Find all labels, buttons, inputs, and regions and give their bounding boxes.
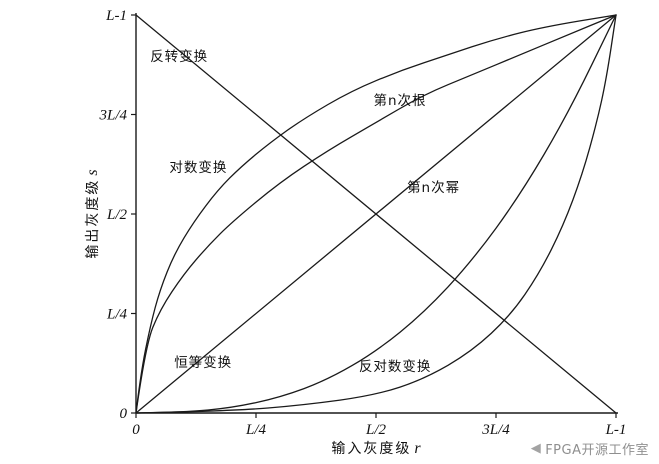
watermark: ◀ FPGA开源工作室 (531, 439, 649, 458)
curve-log (135, 14, 617, 414)
curve-label-negative: 反转变换 (150, 48, 209, 65)
y-axis-title-text: 输出灰度级 (85, 178, 101, 259)
x-tick-label: 3L/4 (481, 422, 510, 438)
x-axis-title: 输入灰度级 r (136, 438, 616, 458)
curve-inverse-log (135, 14, 617, 414)
y-tick-label: L/2 (106, 207, 128, 223)
x-tick-label: L-1 (605, 422, 627, 438)
y-axis-variable: s (84, 169, 101, 176)
x-tick-label: L/4 (245, 422, 267, 438)
x-axis-title-text: 输入灰度级 (331, 441, 412, 457)
x-axis-variable: r (414, 440, 421, 457)
curve-label-log: 对数变换 (169, 160, 228, 177)
curve-label-identity: 恒等变换 (174, 355, 233, 372)
curve-nth-power (135, 14, 617, 414)
watermark-logo-icon: ◀ (530, 441, 542, 456)
y-tick-label: 3L/4 (98, 108, 127, 124)
x-tick-label: L/2 (365, 422, 387, 438)
curve-identity (135, 14, 617, 414)
watermark-text: FPGA开源工作室 (545, 443, 649, 458)
curve-label-nth-root: 第n次根 (373, 92, 427, 109)
x-tick-label: 0 (132, 422, 140, 438)
y-tick-label: L/4 (106, 307, 128, 323)
curve-nth-root (135, 14, 617, 414)
y-tick-label: 0 (120, 406, 128, 422)
y-axis-title: 输出灰度级 s (82, 169, 102, 258)
curve-label-inverse-log: 反对数变换 (358, 359, 432, 376)
curve-label-nth-power: 第n次幂 (407, 180, 461, 197)
y-tick-label: L-1 (105, 8, 127, 24)
